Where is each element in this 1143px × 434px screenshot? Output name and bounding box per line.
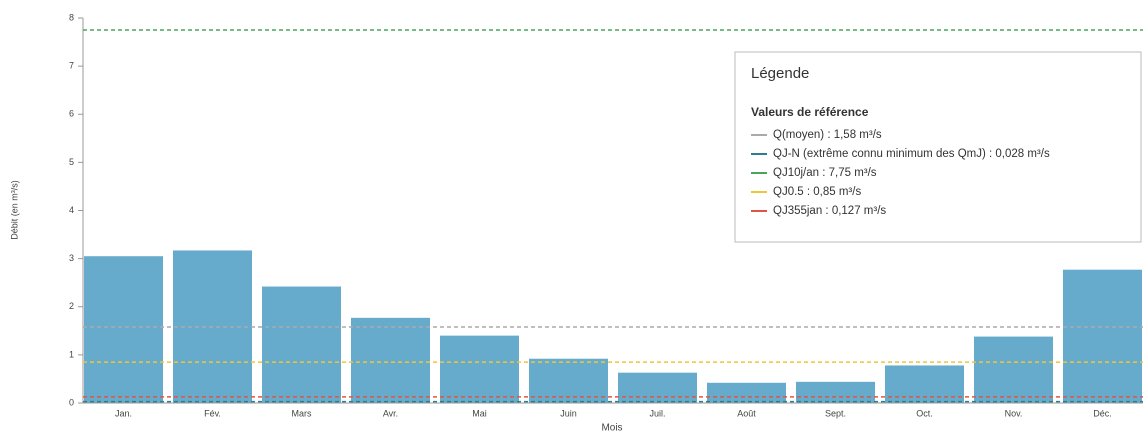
y-tick-label: 1 — [69, 349, 74, 359]
bar — [974, 336, 1053, 403]
bar — [84, 256, 163, 403]
bar — [707, 382, 786, 403]
x-tick-label: Avr. — [383, 408, 398, 418]
x-tick-label: Déc. — [1093, 408, 1112, 418]
x-tick-label: Août — [737, 408, 756, 418]
legend-subtitle: Valeurs de référence — [751, 105, 869, 119]
bar — [1063, 269, 1142, 403]
legend-entry: QJ-N (extrême connu minimum des QmJ) : 0… — [773, 148, 1050, 160]
y-tick-label: 4 — [69, 205, 74, 215]
x-axis-label: Mois — [601, 423, 622, 434]
legend-entry: QJ10j/an : 7,75 m³/s — [773, 167, 877, 179]
bar — [529, 358, 608, 403]
bar — [618, 372, 697, 403]
x-tick-label: Sept. — [825, 408, 846, 418]
x-tick-label: Jan. — [115, 408, 132, 418]
y-tick-label: 3 — [69, 253, 74, 263]
y-tick-label: 5 — [69, 157, 74, 167]
x-tick-label: Fév. — [204, 408, 221, 418]
x-tick-label: Juin — [560, 408, 577, 418]
legend-box — [734, 51, 1142, 243]
bar — [262, 286, 341, 403]
bar — [796, 381, 875, 403]
y-tick-label: 8 — [69, 12, 74, 22]
legend-entry: Q(moyen) : 1,58 m³/s — [773, 129, 882, 141]
bar — [440, 335, 519, 403]
y-axis-label: Débit (en m³/s) — [9, 180, 19, 240]
x-tick-label: Mars — [292, 408, 312, 418]
x-tick-label: Nov. — [1005, 408, 1023, 418]
bar — [351, 317, 430, 403]
y-tick-label: 0 — [69, 397, 74, 407]
y-tick-label: 6 — [69, 109, 74, 119]
x-tick-label: Mai — [472, 408, 487, 418]
x-tick-label: Juil. — [649, 408, 665, 418]
legend-entry: QJ355jan : 0,127 m³/s — [773, 205, 886, 217]
y-tick-label: 7 — [69, 61, 74, 71]
x-tick-label: Oct. — [916, 408, 933, 418]
legend-entry: QJ0.5 : 0,85 m³/s — [773, 186, 861, 198]
y-tick-label: 2 — [69, 301, 74, 311]
legend-title: Légende — [751, 65, 809, 82]
